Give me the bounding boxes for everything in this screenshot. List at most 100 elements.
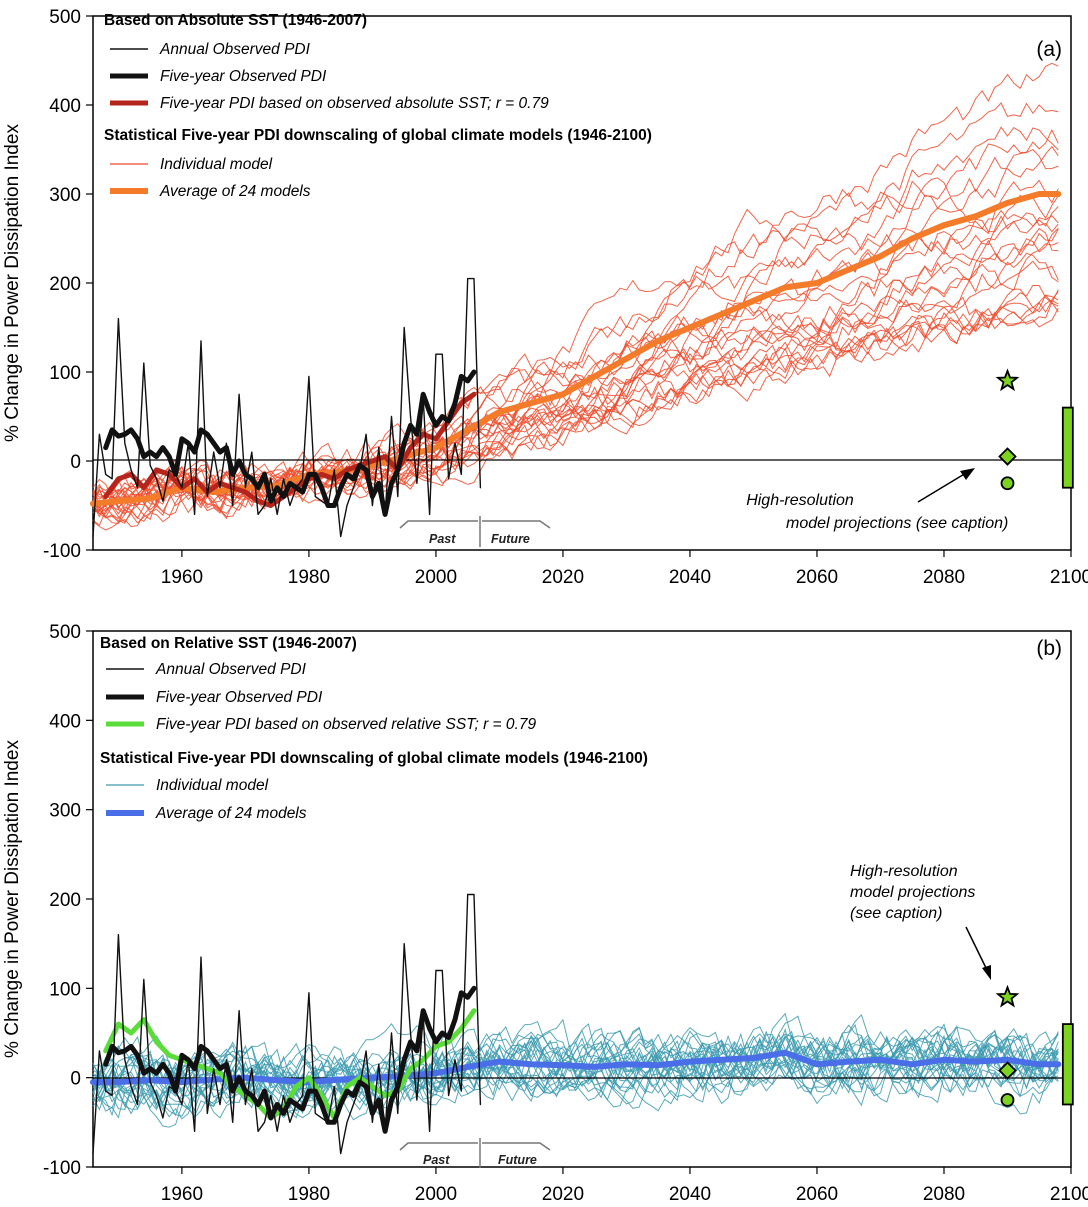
x-tick-label: 1960 (161, 1184, 203, 1205)
legend-item-average: Average of 24 models (155, 805, 307, 822)
legend-group1-title: Based on Absolute SST (1946-2007) (104, 12, 367, 29)
x-tick-label: 2060 (796, 567, 838, 588)
axes: -100 0 100 200 300 400 500 1960 1980 2000 2020 2040… (43, 622, 1088, 1205)
past-label: Past (429, 532, 456, 546)
individual-model-line (92, 294, 1059, 515)
y-tick-label: -100 (43, 1158, 81, 1179)
x-tick-label: 2020 (542, 567, 584, 588)
y-axis-label: % Change in Power Dissipation Index (2, 740, 23, 1058)
y-tick-label: 400 (49, 711, 81, 732)
series-lines (90, 191, 1062, 538)
hires-range-bar (1061, 1023, 1074, 1106)
past-future-markers: Past Future (399, 516, 551, 547)
legend-item-individual: Individual model (160, 156, 273, 173)
x-tick-label: 2100 (1050, 1184, 1088, 1205)
annotation-line-1: High-resolution (746, 492, 854, 509)
legend-group2-title: Statistical Five-year PDI downscaling of… (100, 750, 648, 767)
x-tick-label: 2100 (1050, 567, 1088, 588)
annotation-arrowhead (982, 965, 991, 980)
y-tick-label: 100 (49, 979, 81, 1000)
annotation-arrow (965, 926, 988, 971)
panel-label: (b) (1036, 637, 1062, 660)
x-tick-label: 1960 (161, 567, 203, 588)
legend-item-sst: Five-year PDI based on observed absolute… (160, 95, 549, 112)
annotation-arrow (917, 472, 967, 503)
annotation: High-resolution model projections (see c… (850, 863, 991, 980)
future-label: Future (498, 1153, 537, 1167)
hires-diamond-marker (998, 1061, 1017, 1080)
y-tick-label: 100 (49, 363, 81, 384)
y-tick-label: -100 (43, 541, 81, 562)
y-tick-label: 300 (49, 185, 81, 206)
individual-model-line (92, 1023, 1059, 1089)
x-tick-label: 2000 (415, 1184, 457, 1205)
individual-model-line (92, 1020, 1059, 1111)
individual-model-line (92, 227, 1059, 512)
legend-group1-title: Based on Relative SST (1946-2007) (100, 635, 357, 652)
past-future-markers: Past Future (399, 1138, 551, 1168)
future-label: Future (491, 532, 530, 546)
individual-model-line (92, 206, 1059, 503)
hires-markers (995, 368, 1074, 491)
hires-star-marker (995, 984, 1020, 1008)
hires-circle-marker (1000, 1093, 1015, 1107)
individual-model-line (92, 179, 1059, 500)
y-tick-label: 500 (49, 622, 81, 643)
legend: Based on Relative SST (1946-2007) Annual… (100, 635, 648, 822)
y-tick-label: 300 (49, 801, 81, 822)
future-arrow (482, 1142, 551, 1151)
y-tick-label: 400 (49, 96, 81, 117)
x-tick-label: 1980 (288, 1184, 330, 1205)
legend-item-five-year: Five-year Observed PDI (156, 689, 323, 706)
y-tick-label: 200 (49, 890, 81, 911)
legend-item-five-year: Five-year Observed PDI (160, 68, 327, 85)
series-line (90, 191, 1062, 507)
annotation-line-1: High-resolution (850, 863, 958, 880)
legend-item-individual: Individual model (156, 777, 269, 794)
x-tick-label: 2080 (923, 567, 965, 588)
individual-model-line (92, 1038, 1059, 1117)
past-arrow (399, 520, 478, 529)
hires-star-marker (995, 368, 1020, 392)
panel-label: (a) (1036, 38, 1062, 61)
legend-group2-title: Statistical Five-year PDI downscaling of… (104, 127, 652, 144)
series-line (103, 985, 477, 1134)
x-tick-label: 2060 (796, 1184, 838, 1205)
legend-item-sst: Five-year PDI based on observed relative… (156, 716, 536, 733)
hires-range-bar (1061, 406, 1074, 489)
y-tick-label: 0 (70, 452, 81, 473)
annotation: High-resolution model projections (see c… (746, 468, 1008, 532)
legend: Based on Absolute SST (1946-2007) Annual… (104, 12, 652, 200)
panel-b: -100 0 100 200 300 400 500 1960 1980 2000 2020 2040… (2, 622, 1088, 1205)
individual-model-line (92, 102, 1059, 518)
annotation-line-2: model projections (see caption) (786, 515, 1008, 532)
y-tick-label: 200 (49, 274, 81, 295)
x-tick-label: 2040 (669, 567, 711, 588)
hires-markers (995, 984, 1074, 1107)
series-line (103, 369, 477, 517)
annotation-arrowhead (960, 468, 975, 480)
x-tick-label: 2040 (669, 1184, 711, 1205)
hires-circle-marker (1000, 476, 1015, 491)
legend-item-annual: Annual Observed PDI (155, 661, 307, 678)
annotation-line-2: model projections (850, 884, 975, 901)
x-tick-label: 2080 (923, 1184, 965, 1205)
x-tick-label: 2020 (542, 1184, 584, 1205)
individual-model-line (92, 1027, 1059, 1118)
legend-item-annual: Annual Observed PDI (159, 41, 311, 58)
x-tick-label: 1980 (288, 567, 330, 588)
hires-diamond-marker (998, 447, 1017, 466)
future-arrow (482, 520, 551, 529)
y-tick-label: 0 (70, 1069, 81, 1090)
y-axis-label: % Change in Power Dissipation Index (2, 124, 23, 442)
past-arrow (399, 1142, 478, 1151)
legend-item-average: Average of 24 models (159, 183, 311, 200)
panel-a: -100 0 100 200 300 400 500 1960 1980 2000 2020 2040… (2, 7, 1088, 588)
individual-model-line (92, 212, 1059, 520)
axes: -100 0 100 200 300 400 500 1960 1980 2000 2020 2040… (43, 7, 1088, 588)
individual-model-line (92, 289, 1059, 526)
y-tick-label: 500 (49, 7, 81, 28)
series-lines (90, 893, 1062, 1155)
past-label: Past (423, 1153, 450, 1167)
